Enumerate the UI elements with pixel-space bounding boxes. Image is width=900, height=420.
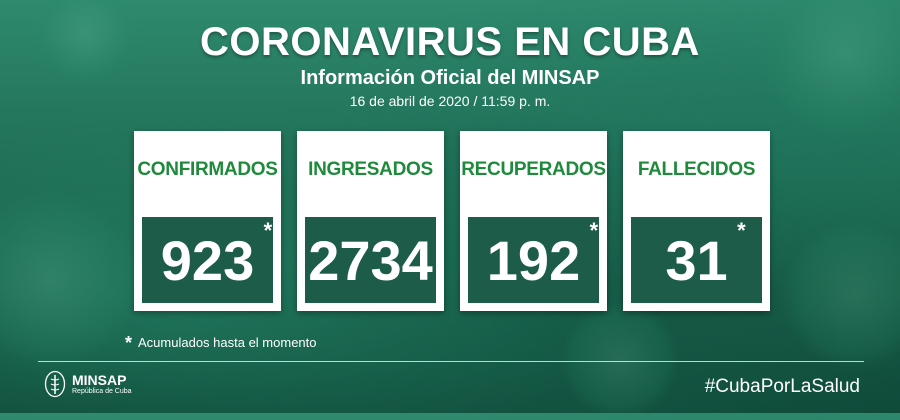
page-title: CORONAVIRUS EN CUBA <box>200 20 700 64</box>
virus-illustration <box>780 220 900 370</box>
stat-value: 31 <box>665 228 728 292</box>
stat-label: CONFIRMADOS <box>137 159 278 180</box>
page-subtitle: Información Oficial del MINSAP <box>300 67 600 89</box>
stat-label: INGRESADOS <box>308 159 433 180</box>
stat-value: 923 <box>160 228 255 292</box>
virus-illustration <box>560 300 680 420</box>
hashtag: #CubaPorLaSalud <box>704 376 860 397</box>
caduceus-icon <box>44 370 66 398</box>
logo-name: MINSAP <box>72 371 127 388</box>
logo-subtitle: República de Cuba <box>72 387 132 395</box>
stat-card-confirmados: CONFIRMADOS 923 * <box>134 131 281 311</box>
divider <box>38 361 864 362</box>
virus-illustration <box>0 190 140 370</box>
minsap-logo: MINSAP República de Cuba <box>44 370 132 398</box>
asterisk-marker: * <box>589 217 599 243</box>
asterisk-marker: * <box>737 217 746 243</box>
asterisk-marker: * <box>263 217 273 243</box>
stat-value-box: 192 * <box>468 217 599 303</box>
stat-card-fallecidos: FALLECIDOS 31 * <box>623 131 770 311</box>
stat-label: RECUPERADOS <box>461 159 606 180</box>
stat-value: 2734 <box>308 228 433 292</box>
asterisk-marker: * <box>125 333 133 353</box>
footnote-text: Acumulados hasta el momento <box>138 335 317 350</box>
stat-value-box: 31 * <box>631 217 762 303</box>
stat-value-box: 923 * <box>142 217 273 303</box>
report-date: 16 de abril de 2020 / 11:59 p. m. <box>349 93 551 109</box>
stat-value-box: 2734 <box>305 217 436 303</box>
stat-card-recuperados: RECUPERADOS 192 * <box>460 131 607 311</box>
stat-label: FALLECIDOS <box>637 159 756 180</box>
stat-value: 192 <box>486 228 581 292</box>
virus-illustration <box>30 0 140 90</box>
footnote: * Acumulados hasta el momento <box>125 333 317 354</box>
stat-card-ingresados: INGRESADOS 2734 <box>297 131 444 311</box>
